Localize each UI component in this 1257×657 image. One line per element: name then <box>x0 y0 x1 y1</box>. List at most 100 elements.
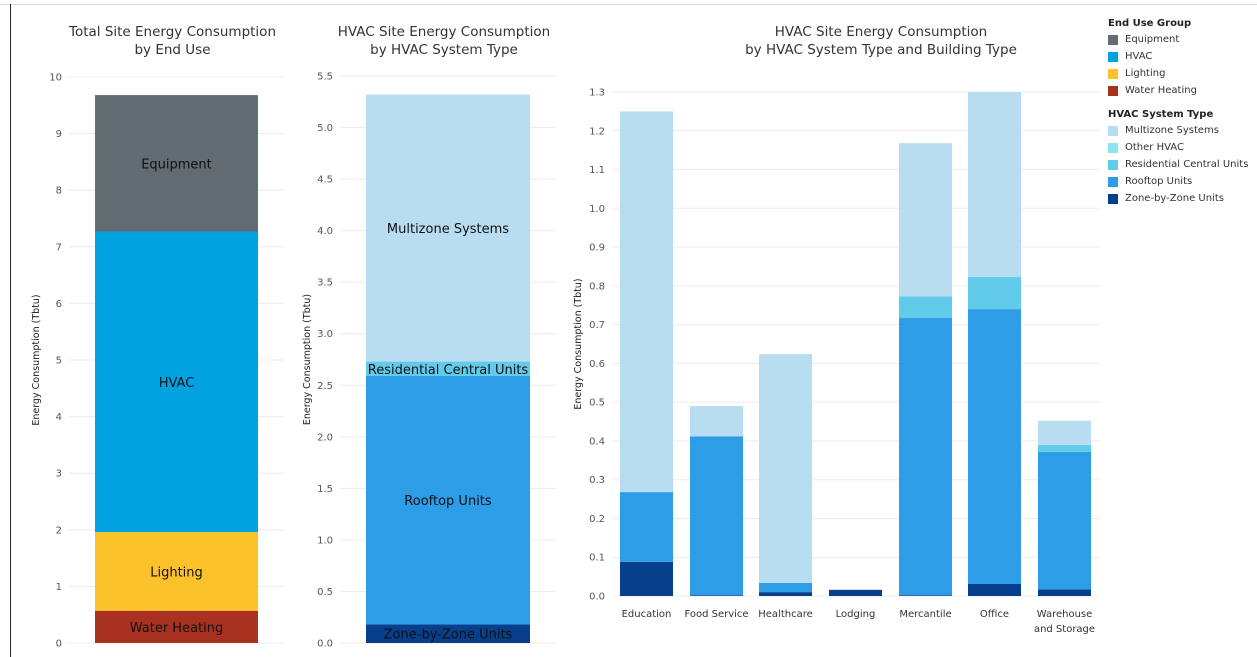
legend-label: Residential Central Units <box>1125 159 1249 170</box>
y-tick-label: 5.5 <box>317 72 333 83</box>
y-tick-label: 0.9 <box>589 243 605 254</box>
legend-swatch <box>1108 68 1118 79</box>
y-tick-label: 0 <box>56 639 62 650</box>
bar-rooftop-units <box>968 309 1021 584</box>
y-tick-label: 5.0 <box>317 123 333 134</box>
y-tick-label: 0.3 <box>589 475 605 486</box>
y-tick-label: 0.4 <box>589 436 605 447</box>
y-tick-label: 1.1 <box>589 165 605 176</box>
y-tick-label: 3 <box>56 469 62 480</box>
bar-multizone-systems <box>759 354 812 583</box>
legend-spacer <box>1108 99 1257 108</box>
legend-swatch <box>1108 142 1118 153</box>
legend-item-residential-central-units[interactable]: Residential Central Units <box>1108 156 1257 173</box>
bar-equipment <box>95 95 258 232</box>
y-tick-label: 0.5 <box>589 398 605 409</box>
legend-item-other-hvac[interactable]: Other HVAC <box>1108 139 1257 156</box>
y-tick-label: 4 <box>56 412 62 423</box>
x-category-label: Lodging <box>836 609 876 620</box>
legend-item-water-heating[interactable]: Water Heating <box>1108 82 1257 99</box>
y-axis-title: Energy Consumption (Tbtu) <box>31 294 42 425</box>
y-tick-label: 1.2 <box>589 126 605 137</box>
legend-item-zone-by-zone-units[interactable]: Zone-by-Zone Units <box>1108 190 1257 207</box>
y-tick-label: 4.5 <box>317 175 333 186</box>
x-category-label: Food Service <box>684 609 748 620</box>
legend-swatch <box>1108 125 1118 136</box>
legend-swatch <box>1108 176 1118 187</box>
bar-residential-central-units <box>1038 444 1091 452</box>
bar-label-water-heating: Water Heating <box>130 621 224 636</box>
y-tick-label: 0.6 <box>589 359 605 370</box>
legend-item-equipment[interactable]: Equipment <box>1108 31 1257 48</box>
legend-label: Water Heating <box>1125 85 1197 96</box>
bar-rooftop-units <box>620 492 673 562</box>
y-tick-label: 0.2 <box>589 514 605 525</box>
y-tick-label: 0.8 <box>589 281 605 292</box>
bar-zone-by-zone-units <box>1038 589 1091 596</box>
bar-rooftop-units <box>899 318 952 596</box>
y-tick-label: 6 <box>56 299 62 310</box>
bar-zone-by-zone-units <box>829 589 882 596</box>
bar-zone-by-zone-units <box>690 595 743 596</box>
chart-title: by HVAC System Type <box>370 42 518 58</box>
y-tick-label: 3.5 <box>317 278 333 289</box>
bar-label-rooftop-units: Rooftop Units <box>404 494 492 509</box>
legend-swatch <box>1108 34 1118 45</box>
legend-label: Zone-by-Zone Units <box>1125 193 1224 204</box>
bar-zone-by-zone-units <box>968 583 1021 596</box>
bar-label-equipment: Equipment <box>141 157 212 172</box>
y-tick-label: 10 <box>49 73 62 84</box>
bar-multizone-systems <box>366 94 530 362</box>
legend-item-lighting[interactable]: Lighting <box>1108 65 1257 82</box>
bar-label-zone-by-zone-units: Zone-by-Zone Units <box>384 628 513 643</box>
y-tick-label: 1.0 <box>589 204 605 215</box>
chart-title: HVAC Site Energy Consumption <box>338 24 550 40</box>
bar-label-hvac: HVAC <box>159 376 195 391</box>
legend-label: Other HVAC <box>1125 142 1184 153</box>
y-tick-label: 0.5 <box>317 587 333 598</box>
bar-label-residential-central-units: Residential Central Units <box>368 363 529 378</box>
y-tick-label: 0.7 <box>589 320 605 331</box>
chart-title: Total Site Energy Consumption <box>68 24 276 40</box>
legend-label: Rooftop Units <box>1125 176 1193 187</box>
bar-rooftop-units <box>690 436 743 596</box>
bar-label-lighting: Lighting <box>150 565 203 580</box>
y-tick-label: 2.0 <box>317 432 333 443</box>
y-tick-label: 9 <box>56 129 62 140</box>
bar-multizone-systems <box>1038 420 1091 445</box>
bar-label-multizone-systems: Multizone Systems <box>387 222 509 237</box>
bar-zone-by-zone-units <box>759 592 812 596</box>
x-category-label: Office <box>980 609 1009 620</box>
bar-hvac <box>95 231 258 533</box>
y-axis-title: Energy Consumption (Tbtu) <box>302 294 313 425</box>
legend-item-multizone-systems[interactable]: Multizone Systems <box>1108 122 1257 139</box>
legend-swatch <box>1108 193 1118 204</box>
x-category-label: Education <box>622 609 672 620</box>
left-border <box>10 4 11 657</box>
legend-item-rooftop-units[interactable]: Rooftop Units <box>1108 173 1257 190</box>
y-tick-label: 1 <box>56 582 62 593</box>
y-tick-label: 1.3 <box>589 88 605 99</box>
y-tick-label: 3.0 <box>317 329 333 340</box>
legend-label: Equipment <box>1125 34 1180 45</box>
x-category-label: Mercantile <box>899 609 951 620</box>
y-tick-label: 0.1 <box>589 553 605 564</box>
bar-rooftop-units <box>1038 451 1091 590</box>
y-tick-label: 2 <box>56 525 62 536</box>
legend-label: Multizone Systems <box>1125 125 1219 136</box>
y-tick-label: 1.0 <box>317 535 333 546</box>
bar-lighting <box>95 532 258 611</box>
legend: End Use Group Equipment HVAC Lighting Wa… <box>1108 17 1257 207</box>
bar-water-heating <box>95 610 258 643</box>
legend-title-end-use: End Use Group <box>1108 18 1192 29</box>
y-axis-title: Energy Consumption (Tbtu) <box>573 278 584 409</box>
legend-item-hvac[interactable]: HVAC <box>1108 48 1257 65</box>
bar-zone-by-zone-units <box>620 561 673 596</box>
chart-title: by HVAC System Type and Building Type <box>745 42 1017 58</box>
x-category-label: Healthcare <box>758 609 813 620</box>
bar-rooftop-units <box>366 375 530 625</box>
legend-label: HVAC <box>1125 51 1153 62</box>
y-tick-label: 8 <box>56 186 62 197</box>
